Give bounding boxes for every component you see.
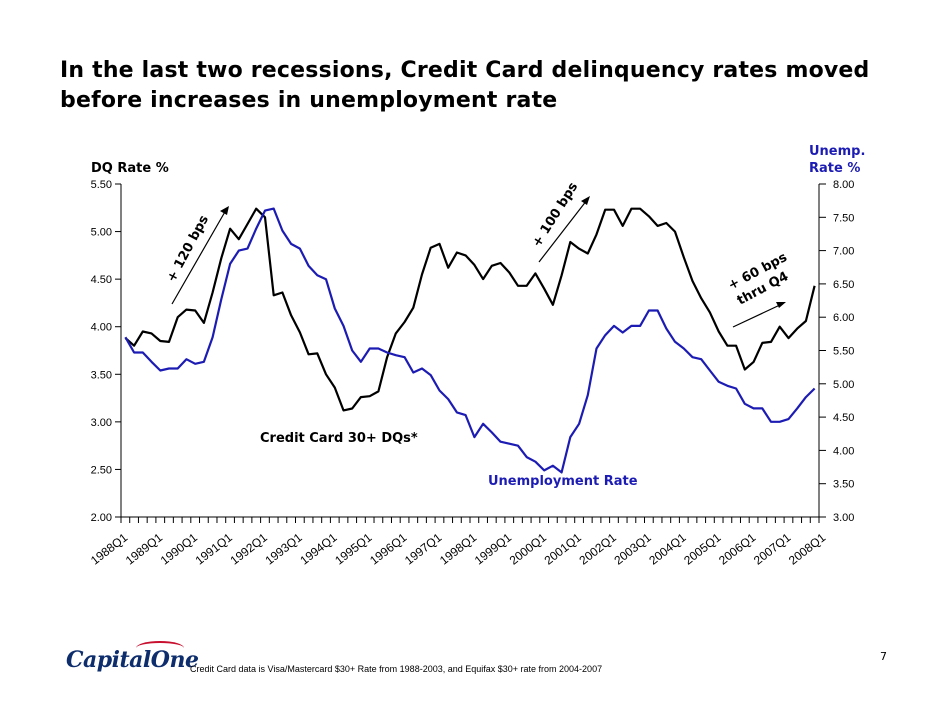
x-tick-label: 1996Q1 [367, 530, 410, 568]
left-tick-label: 4.50 [91, 274, 112, 286]
x-tick-label: 1999Q1 [472, 530, 515, 568]
dq-rate-line [124, 207, 816, 412]
left-axis-title: DQ Rate % [91, 161, 169, 176]
right-axis: 3.00 3.50 4.00 4.50 5.00 5.50 6.00 6.50 7.00 7.50… [819, 179, 854, 524]
right-tick-label: 4.50 [833, 412, 854, 424]
arrow-1-line [171, 209, 227, 305]
right-tick-label: 3.50 [833, 479, 854, 491]
x-tick-label: 1994Q1 [297, 530, 340, 568]
x-tick-label: 1992Q1 [228, 530, 271, 568]
arrow-1-head [220, 206, 229, 215]
right-tick-label: 5.00 [833, 379, 854, 391]
x-tick-label: 2004Q1 [646, 530, 689, 568]
unemployment-rate-line [124, 207, 816, 474]
plot-frame [120, 184, 820, 518]
x-tick-label: 2005Q1 [681, 530, 724, 568]
x-tick-label: 1997Q1 [402, 530, 445, 568]
x-tick-label: 1988Q1 [88, 530, 131, 568]
arrow-2-line [538, 199, 588, 263]
x-tick-label: 2000Q1 [507, 530, 550, 568]
arrow-3-head [776, 302, 786, 308]
unemp-series-label: Unemployment Rate [488, 474, 638, 489]
x-tick-label: 1989Q1 [123, 530, 166, 568]
arrow-2-head [581, 196, 590, 205]
series-layer [124, 207, 816, 474]
x-tick-label: 2006Q1 [716, 530, 759, 568]
left-tick-label: 2.00 [91, 512, 112, 524]
x-tick-label: 1991Q1 [193, 530, 236, 568]
left-tick-label: 2.50 [91, 464, 112, 476]
capital-one-logo: CapitalOne [66, 641, 199, 673]
right-tick-label: 6.00 [833, 312, 854, 324]
x-axis: 1988Q11989Q11990Q11991Q11992Q11993Q11994… [88, 517, 829, 568]
x-tick-label: 1993Q1 [262, 530, 305, 568]
x-tick-label: 1998Q1 [437, 530, 480, 568]
x-tick-label: 1995Q1 [332, 530, 375, 568]
x-tick-label: 2002Q1 [577, 530, 620, 568]
page-title: In the last two recessions, Credit Card … [60, 58, 870, 113]
footnote: Credit Card data is Visa/Mastercard $30+… [190, 664, 603, 674]
dq-series-label: Credit Card 30+ DQs* [260, 431, 418, 446]
right-tick-label: 7.00 [833, 246, 854, 258]
left-tick-label: 5.50 [91, 179, 112, 191]
left-tick-label: 5.00 [91, 227, 112, 239]
right-tick-label: 3.00 [833, 512, 854, 524]
right-tick-label: 4.00 [833, 445, 854, 457]
page-number: 7 [880, 650, 887, 663]
left-tick-label: 3.00 [91, 417, 112, 429]
x-tick-label: 2003Q1 [611, 530, 654, 568]
arrow-3-line [732, 303, 783, 328]
left-tick-label: 3.50 [91, 369, 112, 381]
right-axis-title-line1: Unemp. [809, 144, 865, 159]
logo-swoosh-icon [136, 641, 184, 655]
x-tick-label: 2001Q1 [542, 530, 585, 568]
arrow-2-label: + 100 bps [530, 180, 582, 250]
left-axis: 2.00 2.50 3.00 3.50 4.00 4.50 5.00 5.50 [91, 179, 121, 524]
right-tick-label: 6.50 [833, 279, 854, 291]
x-tick-label: 1990Q1 [158, 530, 201, 568]
left-tick-label: 4.00 [91, 322, 112, 334]
right-axis-title-line2: Rate % [809, 161, 860, 176]
right-tick-label: 7.50 [833, 212, 854, 224]
right-tick-label: 5.50 [833, 346, 854, 358]
x-tick-label: 2008Q1 [786, 530, 829, 568]
right-tick-label: 8.00 [833, 179, 854, 191]
arrow-1-label: + 120 bps [164, 213, 212, 285]
x-tick-label: 2007Q1 [751, 530, 794, 568]
